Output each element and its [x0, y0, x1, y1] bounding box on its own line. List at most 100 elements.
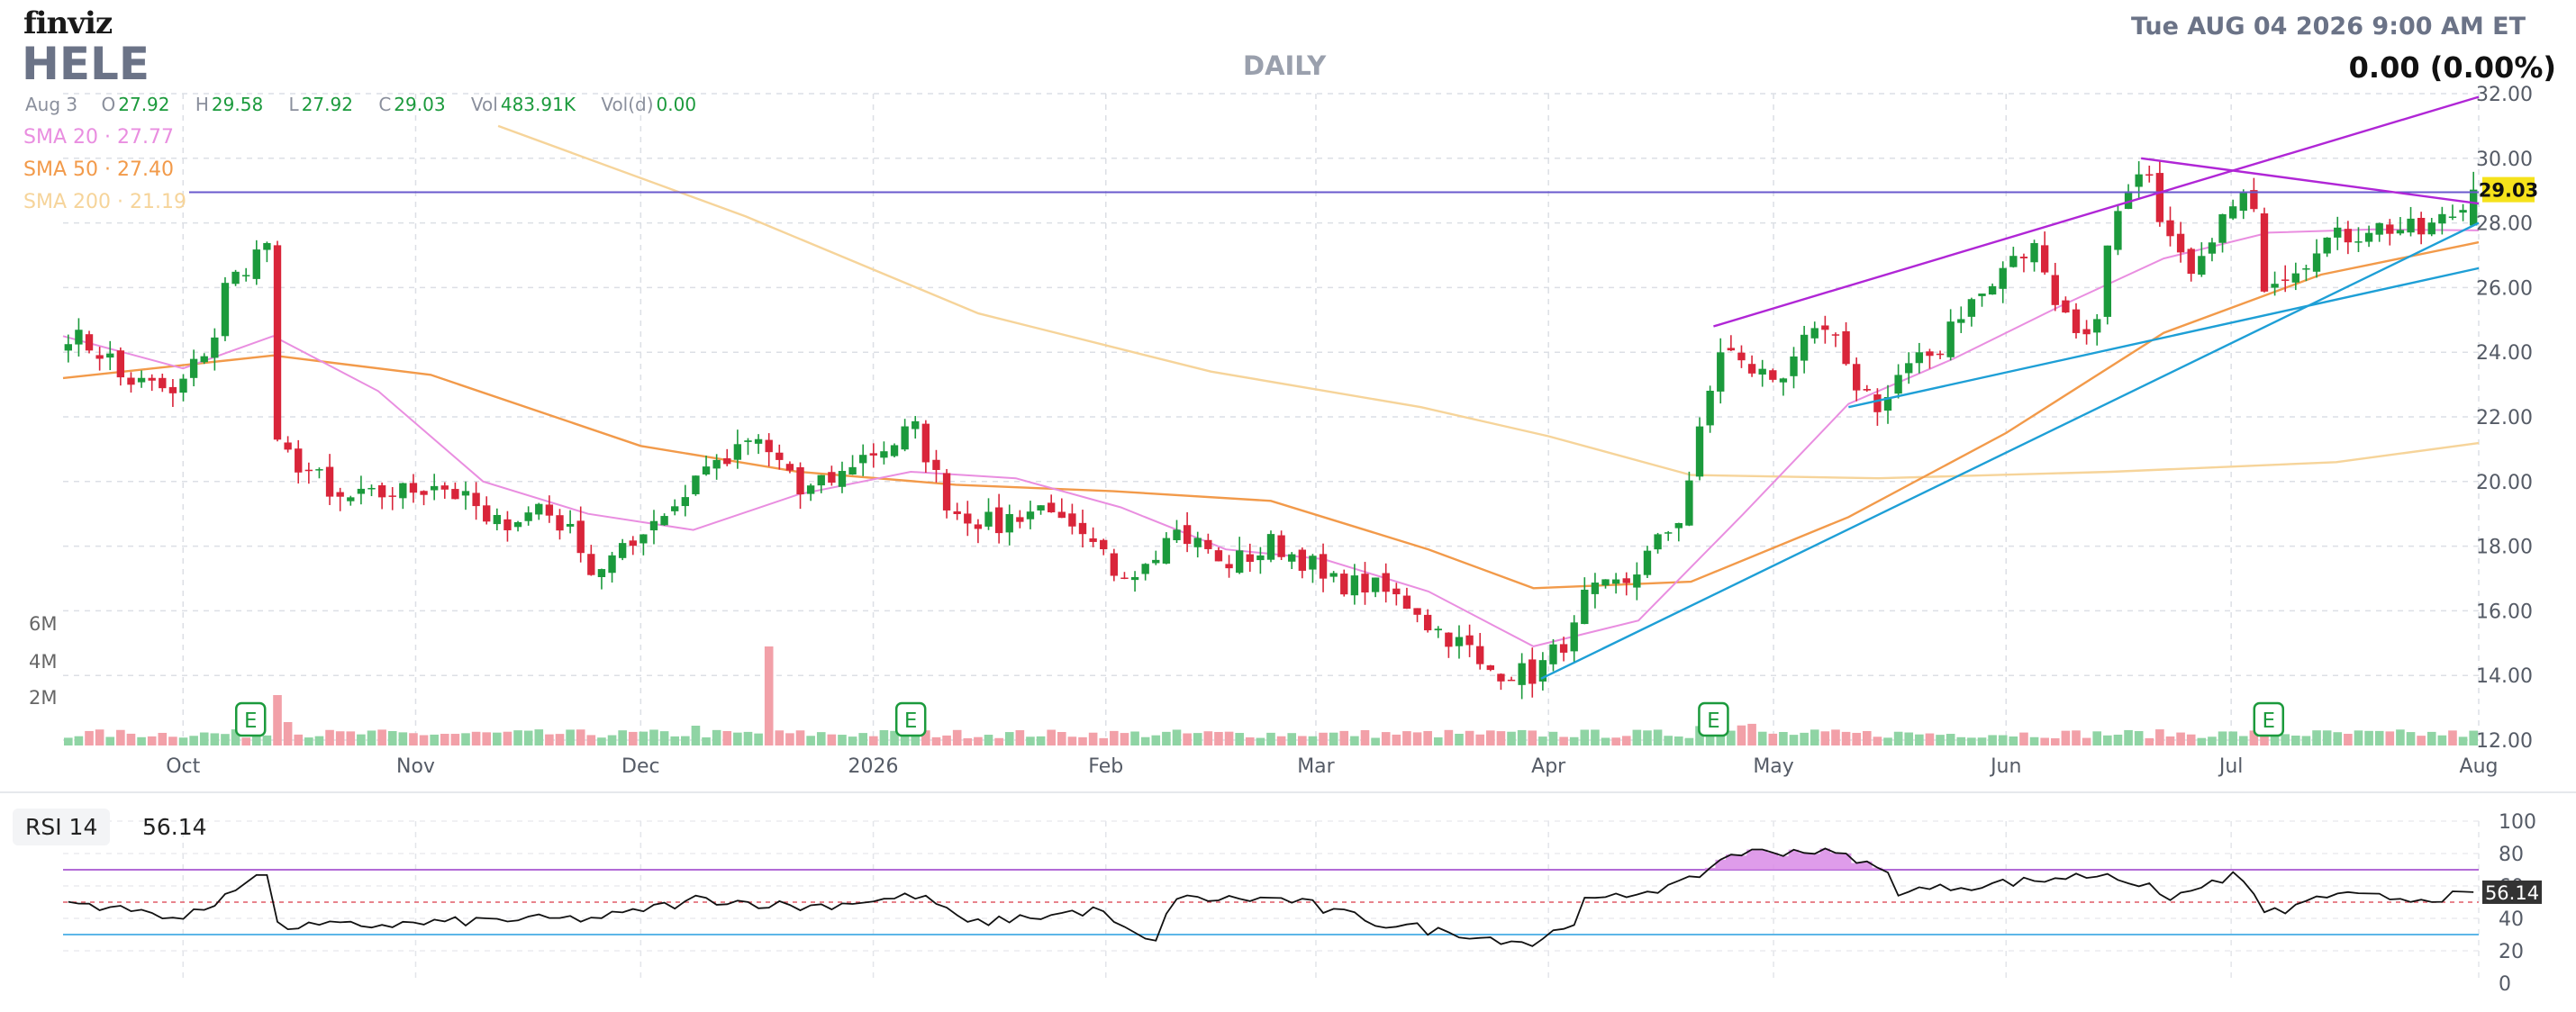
- candle: [1611, 573, 1620, 594]
- candle-body: [1581, 589, 1589, 625]
- candle-body: [890, 445, 899, 456]
- datetime-label: Tue AUG 04 2026 9:00 AM ET: [2130, 13, 2526, 41]
- candle-body: [1382, 573, 1390, 592]
- volume-bar: [1998, 735, 2008, 745]
- volume-bar: [1611, 737, 1620, 745]
- volume-bar: [1936, 735, 1945, 745]
- volume-bar: [64, 737, 73, 745]
- volume-bar: [1319, 732, 1328, 745]
- candle-body: [1664, 532, 1673, 534]
- volume-bar: [1643, 730, 1652, 745]
- candle: [576, 506, 585, 563]
- candle-body: [1298, 549, 1307, 571]
- candle: [1905, 352, 1913, 384]
- candle: [1235, 537, 1244, 574]
- candle-body: [1800, 334, 1809, 361]
- sma20-line: [62, 228, 2480, 647]
- candle: [1831, 332, 1840, 348]
- volume-bar: [942, 735, 951, 745]
- candle: [1382, 563, 1390, 603]
- candle: [2062, 296, 2070, 313]
- candle-body: [681, 497, 689, 507]
- candle-body: [692, 475, 700, 494]
- candle-body: [116, 350, 125, 378]
- candle: [388, 487, 396, 511]
- candle-body: [325, 466, 334, 497]
- candle-body: [869, 453, 877, 456]
- candle-body: [1078, 522, 1087, 535]
- candle-body: [953, 511, 961, 514]
- candle-body: [1288, 554, 1296, 562]
- candle: [1392, 583, 1401, 606]
- candle: [1026, 501, 1035, 529]
- candle-body: [1309, 556, 1317, 570]
- candle: [493, 508, 502, 531]
- volume-bar: [754, 733, 763, 745]
- candle-body: [284, 442, 292, 450]
- candle: [242, 267, 250, 282]
- volume-bar: [994, 737, 1003, 745]
- candle-body: [420, 491, 428, 495]
- volume-bar: [2249, 730, 2259, 745]
- volume-bar: [931, 736, 941, 745]
- x-tick-label: Dec: [621, 755, 660, 778]
- volume-bar: [273, 695, 282, 745]
- candle-body: [1413, 608, 1421, 615]
- volume-bar: [806, 736, 815, 745]
- volume-bar: [1621, 736, 1631, 745]
- sma200-path: [497, 124, 2480, 480]
- volume-bar: [890, 730, 899, 745]
- finviz-logo[interactable]: finviz: [23, 5, 113, 41]
- volume-bar: [1496, 731, 1506, 745]
- candle-body: [2124, 191, 2133, 209]
- volume-bar: [2103, 735, 2112, 745]
- rsi-line: [68, 847, 2474, 947]
- volume-bar: [2082, 737, 2091, 745]
- volume-bar: [1047, 729, 1056, 745]
- open-key: O: [101, 94, 116, 115]
- last-price-badge: [2482, 176, 2535, 203]
- candle-body: [1883, 397, 1892, 411]
- price-tick-label: 20.00: [2476, 472, 2533, 494]
- volume-bar: [1779, 731, 1788, 745]
- volume-bar: [1371, 737, 1380, 745]
- candle: [430, 474, 439, 501]
- volume-bar: [816, 732, 826, 745]
- candle: [838, 461, 847, 493]
- candle-body: [2281, 279, 2290, 281]
- candle-body: [1266, 534, 1275, 560]
- volume-axis-label: 6M: [29, 613, 57, 635]
- volume-bar: [471, 731, 481, 745]
- candle: [629, 536, 637, 556]
- candle: [1465, 624, 1474, 657]
- candle-body: [901, 426, 909, 450]
- candle: [1999, 261, 2007, 303]
- volume-bar: [357, 734, 366, 745]
- volume-bar: [1465, 730, 1474, 745]
- candle-body: [1423, 614, 1432, 631]
- x-tick-label: Jun: [1989, 755, 2021, 778]
- rsi-indicator-label[interactable]: RSI 14: [13, 809, 111, 845]
- candle: [159, 374, 167, 393]
- volume-bar: [1245, 736, 1255, 745]
- volume-bar: [304, 737, 313, 745]
- volume-bar: [2333, 732, 2343, 745]
- candle-body: [1528, 659, 1537, 684]
- candle: [806, 483, 815, 501]
- candle: [545, 495, 554, 523]
- volume-bar: [346, 731, 356, 745]
- volume-bar: [827, 734, 837, 745]
- candle-body: [2218, 213, 2227, 243]
- volume-bar: [2354, 730, 2363, 745]
- candle-body: [357, 488, 366, 494]
- trendline: [2141, 157, 2480, 205]
- candle-body: [974, 524, 983, 529]
- candle-body: [483, 505, 491, 522]
- candle: [1685, 471, 1693, 527]
- candle: [817, 474, 825, 493]
- candle-body: [1915, 352, 1924, 364]
- candle-body: [1538, 660, 1547, 682]
- candle: [1152, 550, 1160, 565]
- x-tick-label: Mar: [1297, 755, 1335, 778]
